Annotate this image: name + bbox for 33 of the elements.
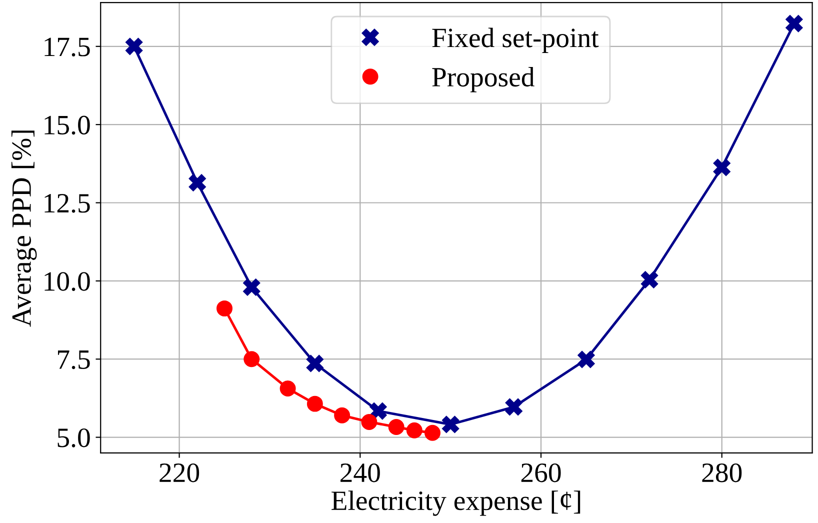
point <box>244 351 260 368</box>
point <box>216 300 232 316</box>
point <box>280 380 296 396</box>
y-tick-label: 15.0 <box>44 116 90 135</box>
point <box>188 174 206 192</box>
point <box>578 350 595 368</box>
legend-label: Proposed <box>432 67 534 92</box>
x-tick-label: 220 <box>160 463 200 482</box>
y-tick-label: 7.5 <box>58 350 90 370</box>
point <box>306 354 324 372</box>
point <box>424 424 440 441</box>
y-tick-label: 12.5 <box>44 194 90 213</box>
x-tick-label: 280 <box>702 463 742 482</box>
y-axis-title: Average PPD [%] <box>11 130 37 327</box>
point <box>442 416 460 434</box>
x-tick-label: 240 <box>340 463 380 482</box>
point <box>388 418 404 435</box>
point <box>334 407 350 424</box>
point <box>406 422 422 438</box>
point <box>640 270 658 288</box>
y-tick-label: 5.0 <box>58 428 90 448</box>
x-tick-label: 260 <box>521 463 561 482</box>
point <box>306 396 323 412</box>
x-axis-title: Electricity expense [¢] <box>332 490 580 516</box>
point <box>361 414 378 430</box>
point <box>505 398 523 416</box>
point <box>786 14 803 32</box>
point <box>242 278 260 296</box>
y-tick-label: 17.5 <box>44 38 90 56</box>
point <box>713 158 731 176</box>
legend-label: Fixed set-point <box>432 28 599 53</box>
y-tick-label: 10.0 <box>44 272 90 291</box>
point <box>125 38 143 56</box>
